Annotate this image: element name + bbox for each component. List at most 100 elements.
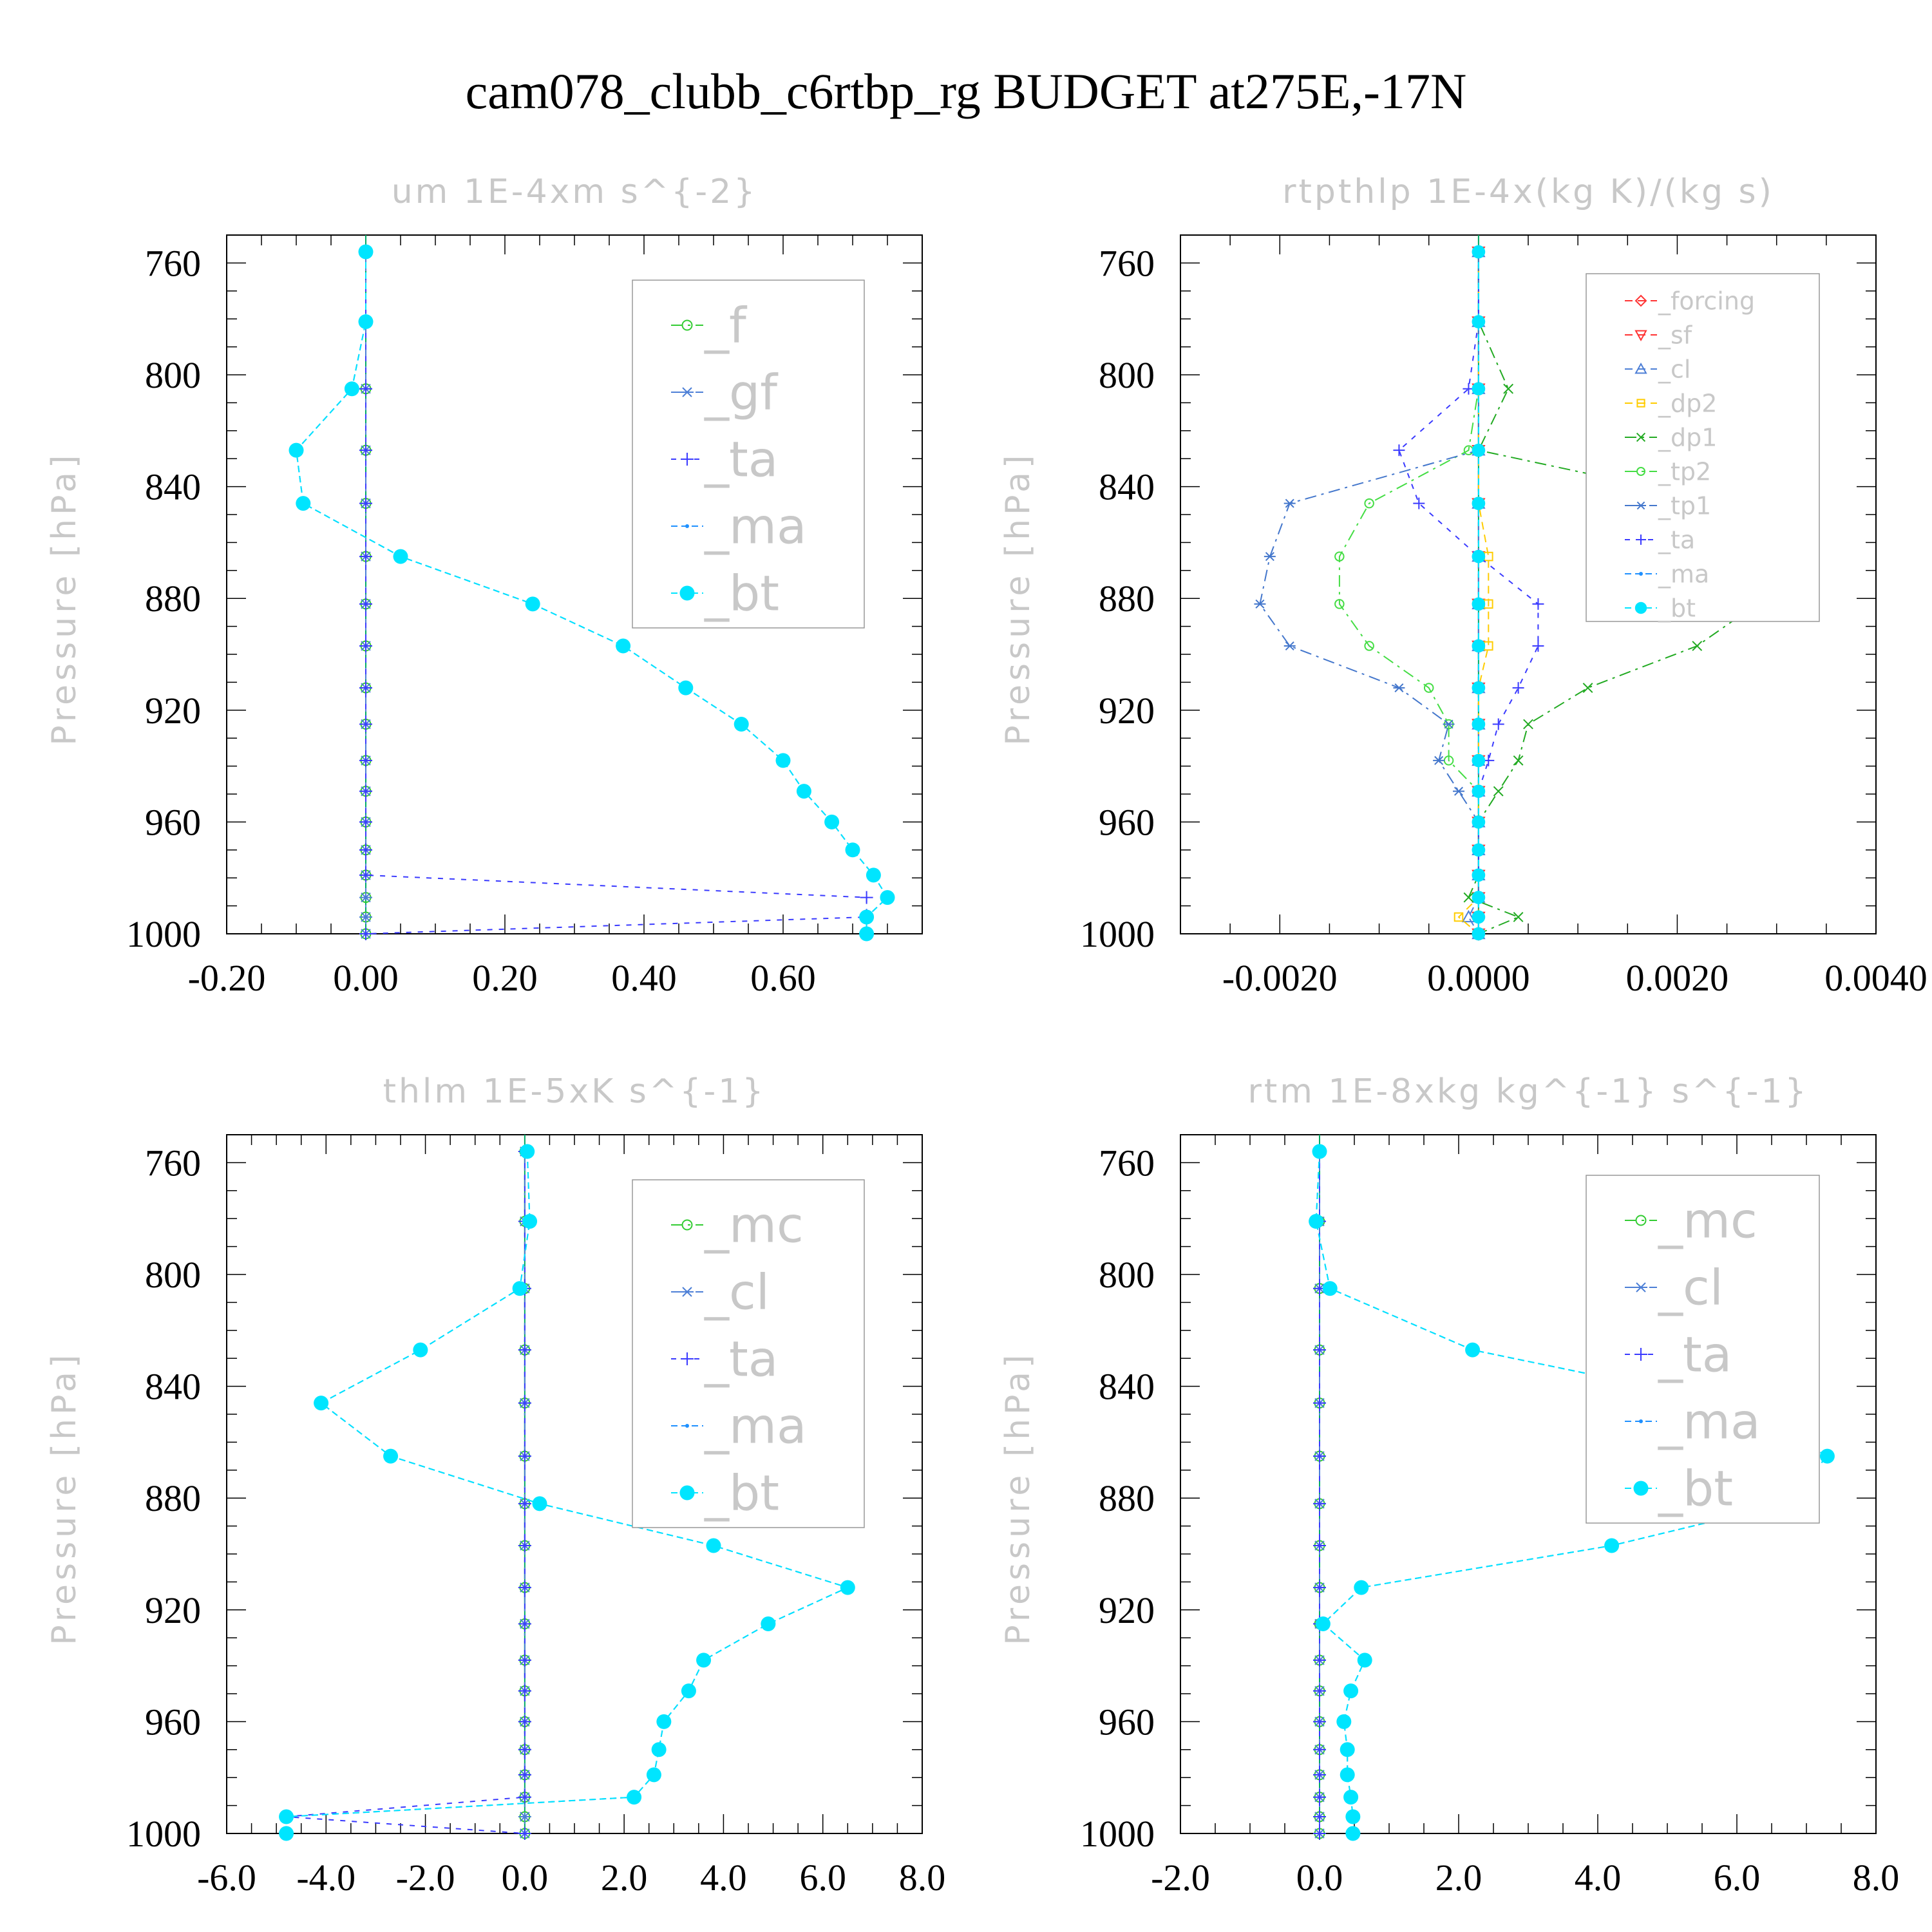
series-line — [285, 1151, 850, 1833]
data-point — [359, 717, 372, 731]
x-tick-label: 8.0 — [1853, 1857, 1900, 1899]
data-point — [656, 1714, 672, 1729]
data-point — [845, 842, 860, 858]
data-point — [1313, 1653, 1326, 1667]
legend-label: _tp2 — [1658, 457, 1711, 486]
legend-item: _sf — [1625, 321, 1693, 349]
legend-marker — [1634, 330, 1647, 342]
legend-label: _cl — [1658, 1259, 1723, 1316]
x-tick-label: -6.0 — [197, 1857, 256, 1899]
data-point — [627, 1790, 642, 1805]
y-tick-label: 840 — [1099, 466, 1155, 508]
data-point — [518, 1715, 531, 1728]
data-point — [696, 1653, 712, 1668]
y-tick-label: 1000 — [126, 913, 201, 955]
y-tick-label: 960 — [145, 1701, 201, 1743]
legend-item: _mc — [1625, 1192, 1757, 1249]
x-tick-label: 0.40 — [611, 957, 677, 999]
legend-item: _dp1 — [1625, 423, 1717, 451]
legend-marker — [681, 1352, 694, 1365]
data-point — [1313, 1790, 1326, 1804]
data-point — [775, 753, 791, 768]
legend-marker — [1633, 1481, 1649, 1496]
legend-box — [632, 279, 865, 629]
legend-item: _mc — [671, 1197, 804, 1254]
data-point — [518, 1684, 531, 1698]
data-point — [1472, 815, 1486, 829]
legend-label: _mc — [704, 1197, 804, 1254]
data-point — [1313, 1581, 1326, 1595]
data-point — [1472, 443, 1486, 457]
legend-marker — [685, 524, 689, 528]
data-point — [824, 814, 840, 829]
legend-marker — [685, 1424, 689, 1428]
data-point — [1313, 1768, 1326, 1781]
legend-item: _tp2 — [1625, 457, 1711, 486]
data-point — [1472, 891, 1486, 904]
data-point — [866, 867, 881, 883]
data-point — [1472, 497, 1486, 510]
data-point — [1340, 1767, 1355, 1783]
x-tick-label: 4.0 — [700, 1857, 747, 1899]
data-point — [859, 909, 875, 925]
data-point — [518, 1581, 531, 1595]
y-axis-label: Pressure [hPa] — [45, 451, 84, 746]
data-point — [860, 891, 873, 904]
legend: _mc _cl _ta _ma _bt — [632, 1179, 865, 1528]
data-point — [1313, 1827, 1326, 1840]
data-point — [1313, 1715, 1326, 1728]
legend-marker — [1634, 1348, 1647, 1361]
y-tick-label: 880 — [145, 578, 201, 620]
legend-box — [1586, 1175, 1820, 1524]
x-tick-label: 8.0 — [899, 1857, 946, 1899]
x-tick-label: 0.0040 — [1824, 957, 1927, 999]
legend: _forcing _sf _cl _dp2 _dp1 _tp2 _tp1 _ta _ma _bt — [1586, 273, 1820, 622]
data-point — [1503, 383, 1514, 394]
y-tick-label: 880 — [1099, 1477, 1155, 1519]
data-point — [1354, 1580, 1369, 1595]
data-point — [1604, 1538, 1620, 1553]
data-point — [1345, 1809, 1361, 1824]
legend-item: _cl — [1625, 355, 1690, 383]
data-point — [518, 1812, 531, 1822]
legend-marker — [681, 387, 694, 397]
data-point — [289, 442, 304, 458]
data-point — [1472, 753, 1486, 768]
data-point — [1532, 639, 1544, 652]
legend-label: _cl — [704, 1264, 770, 1321]
legend-item: _tp1 — [1625, 491, 1711, 520]
data-point — [359, 784, 372, 798]
data-point — [1472, 843, 1486, 857]
data-point — [1463, 892, 1474, 903]
series-line — [1468, 252, 1777, 934]
legend-label: _bt — [1658, 594, 1696, 622]
x-tick-label: 0.0000 — [1427, 957, 1530, 999]
legend-label: _ma — [1658, 1393, 1761, 1450]
y-tick-label: 800 — [145, 354, 201, 396]
x-tick-label: 2.0 — [601, 1857, 648, 1899]
y-tick-label: 1000 — [126, 1813, 201, 1855]
x-tick-label: 0.00 — [333, 957, 399, 999]
legend-label: _ta — [1658, 1326, 1732, 1383]
data-point — [1264, 552, 1276, 562]
legend-label: _ta — [1658, 526, 1695, 554]
y-tick-label: 960 — [1099, 801, 1155, 843]
data-point — [393, 549, 408, 564]
data-point — [1443, 719, 1455, 729]
y-axis-label: Pressure [hPa] — [45, 1351, 84, 1645]
chart-panel-4: rtm 1E-8xkg kg^{-1} s^{-1} Pressure [hPa]… — [999, 1072, 1899, 1899]
x-tick-label: -0.20 — [188, 957, 266, 999]
data-point — [383, 1448, 399, 1464]
legend-item: _ma — [1625, 1393, 1761, 1450]
data-point — [359, 815, 372, 829]
data-point — [1819, 1448, 1835, 1464]
legend-marker — [679, 585, 695, 601]
data-point — [1322, 1281, 1338, 1296]
series-line — [365, 252, 867, 934]
x-tick-label: -2.0 — [396, 1857, 455, 1899]
data-point — [532, 1496, 547, 1511]
legend-item: _ma — [1625, 560, 1709, 588]
legend-item: _cl — [671, 1264, 770, 1321]
legend-item: _dp2 — [1625, 389, 1717, 417]
data-point — [518, 1450, 531, 1463]
